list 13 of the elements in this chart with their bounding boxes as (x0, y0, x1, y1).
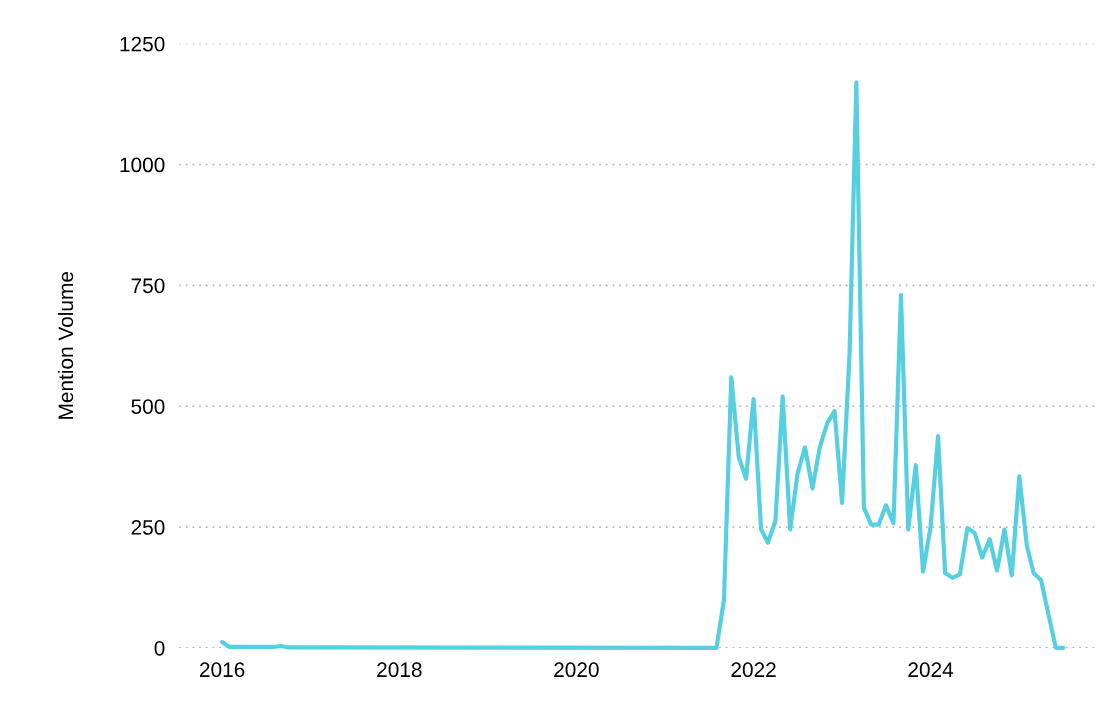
y-axis-title: Mention Volume (57, 272, 74, 419)
x-tick-label: 2022 (731, 662, 776, 678)
x-tick-label: 2016 (199, 662, 245, 678)
x-tick-label: 2024 (908, 662, 954, 678)
y-tick-label: 750 (131, 278, 165, 294)
y-tick-label: 500 (131, 399, 165, 414)
y-tick-label: 0 (154, 640, 165, 656)
x-tick-label: 2018 (377, 662, 422, 678)
x-tick-label: 2020 (554, 662, 599, 678)
y-tick-label: 250 (131, 520, 165, 535)
y-tick-label: 1000 (120, 157, 165, 173)
line-series (220, 80, 1066, 651)
y-tick-label: 1250 (120, 36, 165, 52)
